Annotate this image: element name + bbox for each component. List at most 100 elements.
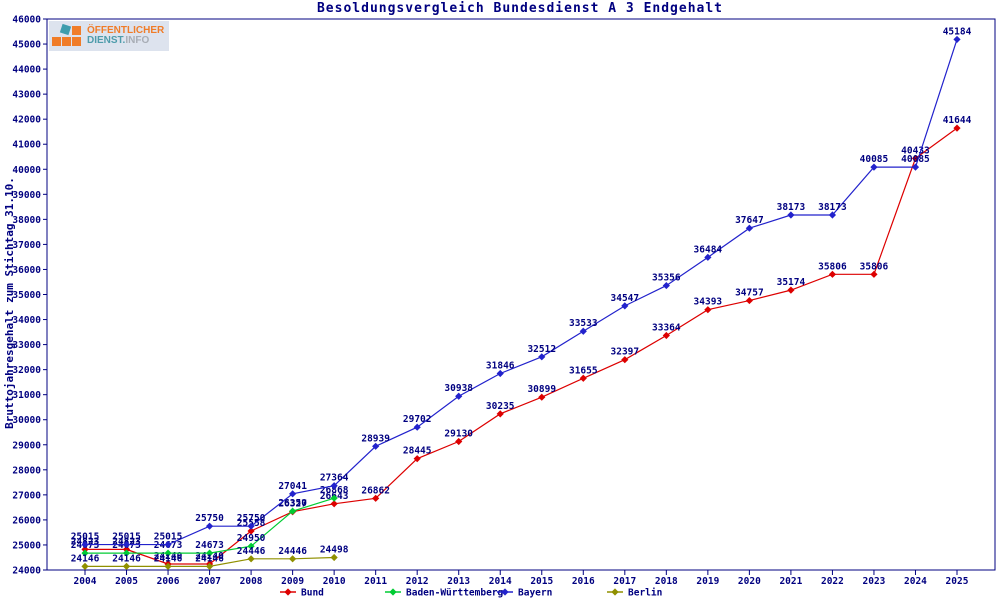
data-point-label: 26327 (278, 499, 307, 510)
data-point-label: 34393 (694, 297, 723, 308)
x-tick-label: 2023 (863, 576, 886, 587)
data-point-marker (787, 211, 795, 219)
x-tick-label: 2011 (364, 576, 387, 587)
data-point-marker (289, 490, 297, 498)
data-point-marker (953, 124, 961, 132)
data-point-marker (538, 393, 546, 401)
y-tick-label: 41000 (12, 140, 41, 151)
logo-line2-dienst: DIENST. (87, 35, 126, 46)
data-point-label: 33533 (569, 318, 598, 329)
data-point-marker (164, 549, 172, 557)
data-point-marker (289, 507, 297, 515)
data-point-label: 24146 (112, 553, 141, 564)
data-point-label: 30235 (486, 401, 515, 412)
y-tick-label: 30000 (12, 415, 41, 426)
data-point-marker (413, 455, 421, 463)
data-point-marker (704, 306, 712, 314)
data-point-label: 29702 (403, 414, 432, 425)
x-tick-label: 2007 (198, 576, 221, 587)
y-tick-label: 44000 (12, 65, 41, 76)
data-point-label: 24146 (71, 553, 100, 564)
data-point-marker (81, 545, 89, 553)
data-point-marker (247, 555, 255, 563)
data-point-marker (164, 562, 172, 570)
data-point-marker (579, 374, 587, 382)
y-tick-label: 37000 (12, 240, 41, 251)
logo-line2-info: INFO (125, 35, 150, 46)
data-point-marker (662, 281, 670, 290)
data-point-label: 28445 (403, 446, 432, 457)
data-point-label: 32512 (527, 344, 556, 355)
y-tick-label: 31000 (12, 390, 41, 401)
x-tick-label: 2020 (738, 576, 761, 587)
x-tick-label: 2019 (696, 576, 719, 587)
x-tick-label: 2024 (904, 576, 927, 587)
logo-line1: ÖFFENTLICHER (87, 25, 165, 36)
data-point-marker (289, 555, 297, 563)
data-point-marker (247, 522, 255, 530)
x-tick-label: 2008 (240, 576, 263, 587)
data-point-marker (330, 553, 338, 562)
data-point-marker (81, 549, 89, 557)
data-point-marker (372, 442, 380, 450)
y-tick-label: 32000 (12, 365, 41, 376)
data-point-label: 40085 (860, 154, 889, 165)
data-point-marker (745, 296, 753, 305)
x-tick-label: 2013 (447, 576, 470, 587)
data-point-marker (455, 392, 463, 400)
data-point-marker (372, 494, 380, 502)
data-point-marker (247, 527, 255, 535)
x-tick-label: 2004 (74, 576, 97, 587)
y-tick-label: 43000 (12, 90, 41, 101)
y-tick-label: 26000 (12, 515, 41, 526)
y-tick-label: 40000 (12, 165, 41, 176)
data-point-marker (247, 542, 255, 550)
data-point-marker (122, 562, 131, 570)
x-axis: 2004 2005 2006 2007 2008 2009 2010 2011 2012 2013… (74, 570, 969, 587)
x-tick-label: 2018 (655, 576, 678, 587)
data-point-marker (745, 224, 753, 232)
plot-frame (46, 18, 996, 571)
x-tick-label: 2010 (323, 576, 346, 587)
data-point-label: 26862 (361, 485, 390, 496)
data-point-marker (413, 423, 421, 431)
data-point-marker (496, 410, 504, 418)
data-point-label: 30899 (527, 384, 556, 395)
y-tick-label: 39000 (12, 190, 41, 201)
legend-marker-icon (501, 588, 509, 596)
data-point-label: 24498 (320, 545, 349, 556)
x-tick-label: 2022 (821, 576, 844, 587)
data-point-label: 25015 (154, 532, 183, 543)
data-point-marker (81, 562, 89, 570)
chart-title: Besoldungsvergleich Bundesdienst A 3 End… (316, 1, 724, 16)
data-point-label: 24146 (195, 553, 224, 564)
data-point-marker (122, 545, 131, 553)
legend-item-bayern: Bayern (497, 588, 552, 599)
data-point-label: 24146 (154, 553, 183, 564)
y-axis-title: Bruttojahresgehalt zum Stichtag 31.10. (3, 177, 16, 429)
site-logo: ÖFFENTLICHER DIENST.INFO (49, 21, 170, 51)
x-tick-label: 2021 (779, 576, 802, 587)
y-tick-label: 33000 (12, 340, 41, 351)
y-tick-label: 24000 (12, 566, 41, 577)
y-tick-label: 36000 (12, 265, 41, 276)
data-point-label: 24446 (237, 546, 266, 557)
legend-item-berlin: Berlin (607, 588, 662, 599)
data-point-marker (911, 163, 920, 171)
y-tick-label: 35000 (12, 290, 41, 301)
data-point-marker (330, 500, 338, 508)
legend-item-bund: Bund (280, 588, 324, 599)
data-point-label: 27041 (278, 481, 307, 492)
data-point-label: 41644 (943, 115, 972, 126)
data-point-marker (870, 163, 878, 171)
data-point-label: 35806 (860, 261, 889, 272)
data-point-label: 24950 (237, 533, 266, 544)
x-tick-label: 2017 (613, 576, 636, 587)
data-point-label: 35174 (777, 277, 806, 288)
data-point-label: 28939 (361, 433, 390, 444)
data-point-marker (164, 540, 172, 549)
data-point-marker (538, 353, 546, 361)
data-point-label: 35806 (818, 261, 847, 272)
data-point-label: 40085 (901, 154, 930, 165)
